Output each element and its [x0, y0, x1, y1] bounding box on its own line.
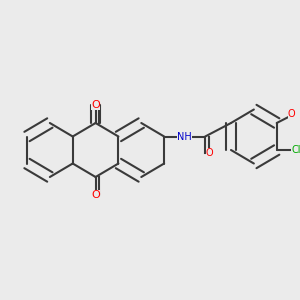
Text: NH: NH — [177, 131, 192, 142]
Text: O: O — [91, 100, 100, 110]
Text: O: O — [288, 109, 295, 119]
Text: O: O — [206, 148, 213, 158]
Text: Cl: Cl — [291, 145, 300, 155]
Text: O: O — [91, 190, 100, 200]
